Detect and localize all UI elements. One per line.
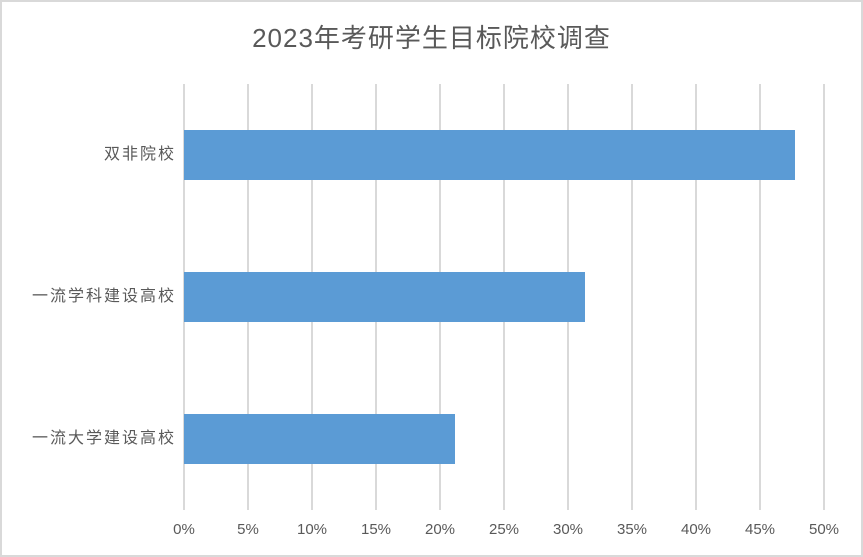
category-label-一流大学建设高校: 一流大学建设高校 xyxy=(31,430,176,447)
category-label-一流学科建设高校: 一流学科建设高校 xyxy=(31,288,176,305)
gridline-40% xyxy=(695,84,697,510)
plot-area xyxy=(183,84,825,510)
gridline-50% xyxy=(823,84,825,510)
x-tick-label-15%: 15% xyxy=(360,521,392,538)
bar-双非院校 xyxy=(184,130,795,180)
x-tick-label-20%: 20% xyxy=(424,521,456,538)
x-tick-label-40%: 40% xyxy=(680,521,712,538)
x-tick-label-50%: 50% xyxy=(808,521,840,538)
chart-title: 2023年考研学生目标院校调查 xyxy=(252,23,611,53)
gridline-35% xyxy=(631,84,633,510)
x-tick-label-10%: 10% xyxy=(296,521,328,538)
x-tick-label-25%: 25% xyxy=(488,521,520,538)
x-tick-label-30%: 30% xyxy=(552,521,584,538)
bar-一流大学建设高校 xyxy=(184,414,456,464)
x-tick-label-45%: 45% xyxy=(744,521,776,538)
bar-一流学科建设高校 xyxy=(184,272,585,322)
x-tick-label-35%: 35% xyxy=(616,521,648,538)
category-label-双非院校: 双非院校 xyxy=(103,146,176,163)
x-tick-label-0%: 0% xyxy=(173,521,195,538)
x-tick-label-5%: 5% xyxy=(237,521,259,538)
gridline-45% xyxy=(759,84,761,510)
